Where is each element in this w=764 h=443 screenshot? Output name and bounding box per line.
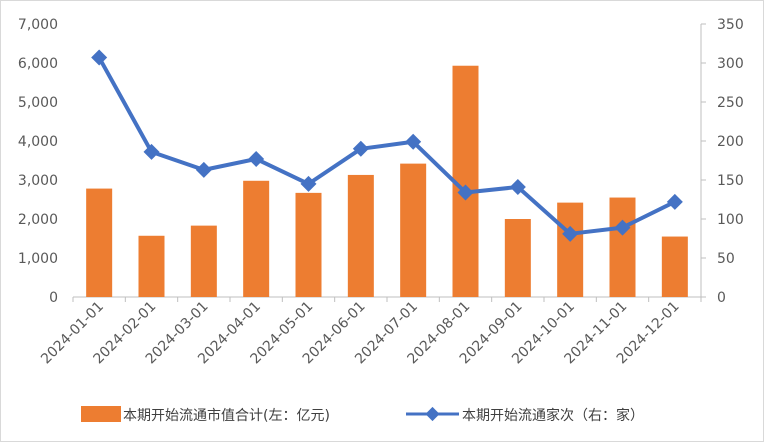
legend-swatch-marker xyxy=(425,406,440,422)
bar xyxy=(661,236,688,297)
left-tick-label: 1,000 xyxy=(18,251,58,267)
bar-series xyxy=(86,65,688,297)
x-axis-ticks: 2024-01-012024-02-012024-03-012024-04-01… xyxy=(38,299,683,368)
line-point xyxy=(509,179,526,196)
line-point xyxy=(91,49,108,66)
line-point xyxy=(195,161,212,178)
legend-swatch-bar xyxy=(81,406,121,422)
bar xyxy=(190,225,217,297)
bar xyxy=(138,235,165,297)
line-point xyxy=(405,133,422,150)
left-tick-label: 6,000 xyxy=(18,56,58,72)
bar xyxy=(609,197,636,297)
line-point xyxy=(666,193,683,210)
series-line xyxy=(97,56,676,236)
left-tick-label: 2,000 xyxy=(18,212,58,228)
left-tick-label: 5,000 xyxy=(18,95,58,111)
left-axis-ticks: 0 1,000 2,000 3,000 4,000 5,000 6,000 7,000 xyxy=(18,17,58,306)
legend: 本期开始流通市值合计(左：亿元) 本期开始流通家次（右：家） xyxy=(81,406,644,424)
right-tick-label: 250 xyxy=(717,95,744,111)
line-point xyxy=(248,150,265,167)
left-tick-label: 0 xyxy=(49,290,58,306)
right-tick-label: 300 xyxy=(717,56,744,72)
axes xyxy=(72,24,702,302)
left-tick-label: 7,000 xyxy=(18,17,58,33)
right-tick-label: 150 xyxy=(717,173,744,189)
line-series xyxy=(91,49,683,242)
right-tick-label: 0 xyxy=(717,290,726,306)
bar xyxy=(347,174,374,297)
line-point xyxy=(457,184,474,201)
bar xyxy=(557,202,584,297)
right-tick-label: 200 xyxy=(717,134,744,150)
right-tick-label: 50 xyxy=(717,251,735,267)
bar xyxy=(504,219,531,297)
legend-label-bar: 本期开始流通市值合计(左：亿元) xyxy=(123,407,330,424)
bar xyxy=(243,180,270,297)
left-tick-label: 3,000 xyxy=(18,173,58,189)
bar xyxy=(400,163,427,297)
line-point xyxy=(143,143,160,160)
right-tick-label: 100 xyxy=(717,212,744,228)
line-point xyxy=(562,225,579,242)
left-tick-label: 4,000 xyxy=(18,134,58,150)
right-axis-ticks: 0 50 100 150 200 250 300 350 xyxy=(701,17,744,306)
line-point xyxy=(614,219,631,236)
bar xyxy=(86,188,113,297)
legend-label-line: 本期开始流通家次（右：家） xyxy=(462,407,644,424)
right-tick-label: 350 xyxy=(717,17,744,33)
line-point xyxy=(352,140,369,157)
line-point xyxy=(300,175,317,192)
bar xyxy=(295,192,322,297)
